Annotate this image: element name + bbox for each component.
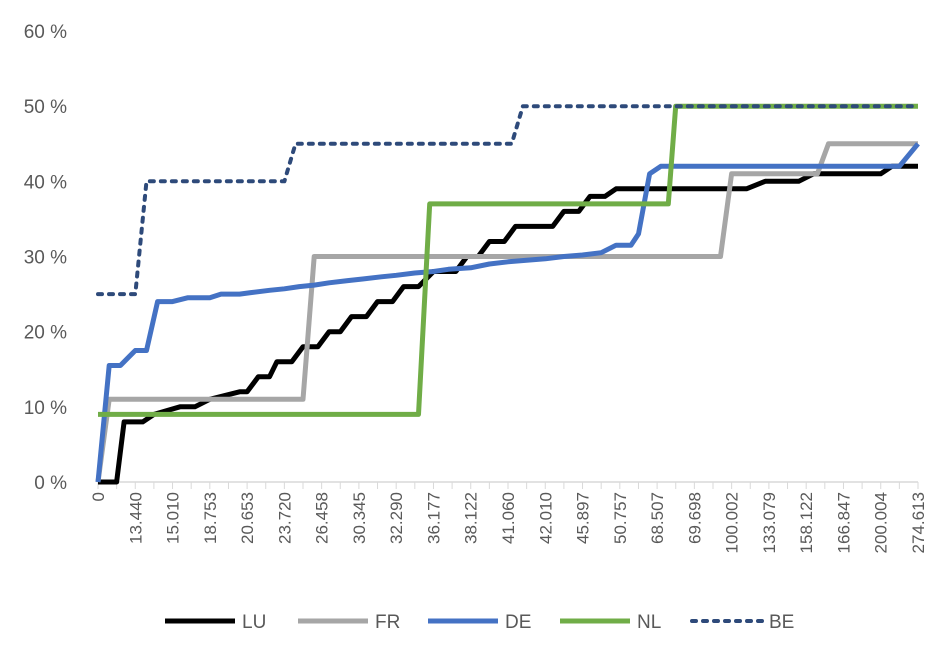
x-tick-label: 274.613	[909, 492, 928, 553]
series-line-fr	[95, 141, 918, 483]
y-tick-label: 50 %	[24, 97, 67, 118]
x-tick-label: 23.720	[275, 492, 294, 544]
x-tick-label: 36.177	[424, 492, 443, 544]
y-tick-label: 10 %	[24, 398, 67, 419]
series-layer	[95, 103, 920, 485]
legend-label-nl: NL	[637, 612, 661, 633]
x-tick-label: 15.010	[164, 492, 183, 544]
x-tick-label: 26.458	[313, 492, 332, 544]
y-axis-ticks: 0 % 10 % 20 % 30 % 40 % 50 % 60 %	[24, 22, 67, 494]
x-tick-label: 133.079	[760, 492, 779, 553]
legend-label-fr: FR	[375, 612, 400, 633]
x-tick-label: 30.345	[350, 492, 369, 544]
legend-label-de: DE	[505, 612, 531, 633]
y-tick-label: 40 %	[24, 172, 67, 193]
x-tick-label: 45.897	[574, 492, 593, 544]
x-tick-label: 166.847	[834, 492, 853, 553]
x-tick-label: 158.122	[797, 492, 816, 553]
series-line-lu	[98, 163, 918, 485]
x-tick-label: 50.757	[611, 492, 630, 544]
x-tick-label: 200.004	[872, 492, 891, 553]
x-axis: 0 13.440 15.010 18.753 20.653 23.720 26.458 30.…	[89, 481, 928, 553]
x-tick-label: 41.060	[499, 492, 518, 544]
y-tick-label: 60 %	[24, 22, 67, 43]
x-tick-label: 32.290	[387, 492, 406, 544]
x-tick-label: 20.653	[238, 492, 257, 544]
y-tick-label: 30 %	[24, 248, 67, 269]
x-tick-label: 13.440	[126, 492, 145, 544]
legend: LU FR DE NL BE	[165, 612, 794, 633]
x-tick-label: 69.698	[685, 492, 704, 544]
x-tick-label: 18.753	[201, 492, 220, 544]
x-tick-label: 38.122	[462, 492, 481, 544]
series-line-be	[96, 104, 920, 297]
series-line-de	[95, 142, 920, 483]
legend-label-lu: LU	[242, 612, 266, 633]
x-tick-label: 42.010	[536, 492, 555, 544]
x-tick-label: 68.507	[648, 492, 667, 544]
legend-label-be: BE	[769, 612, 794, 633]
x-tick-label: 0	[89, 492, 108, 501]
y-tick-label: 0 %	[34, 473, 67, 494]
series-line-nl	[98, 103, 918, 417]
y-tick-label: 20 %	[24, 323, 67, 344]
x-tick-label: 100.002	[723, 492, 742, 553]
